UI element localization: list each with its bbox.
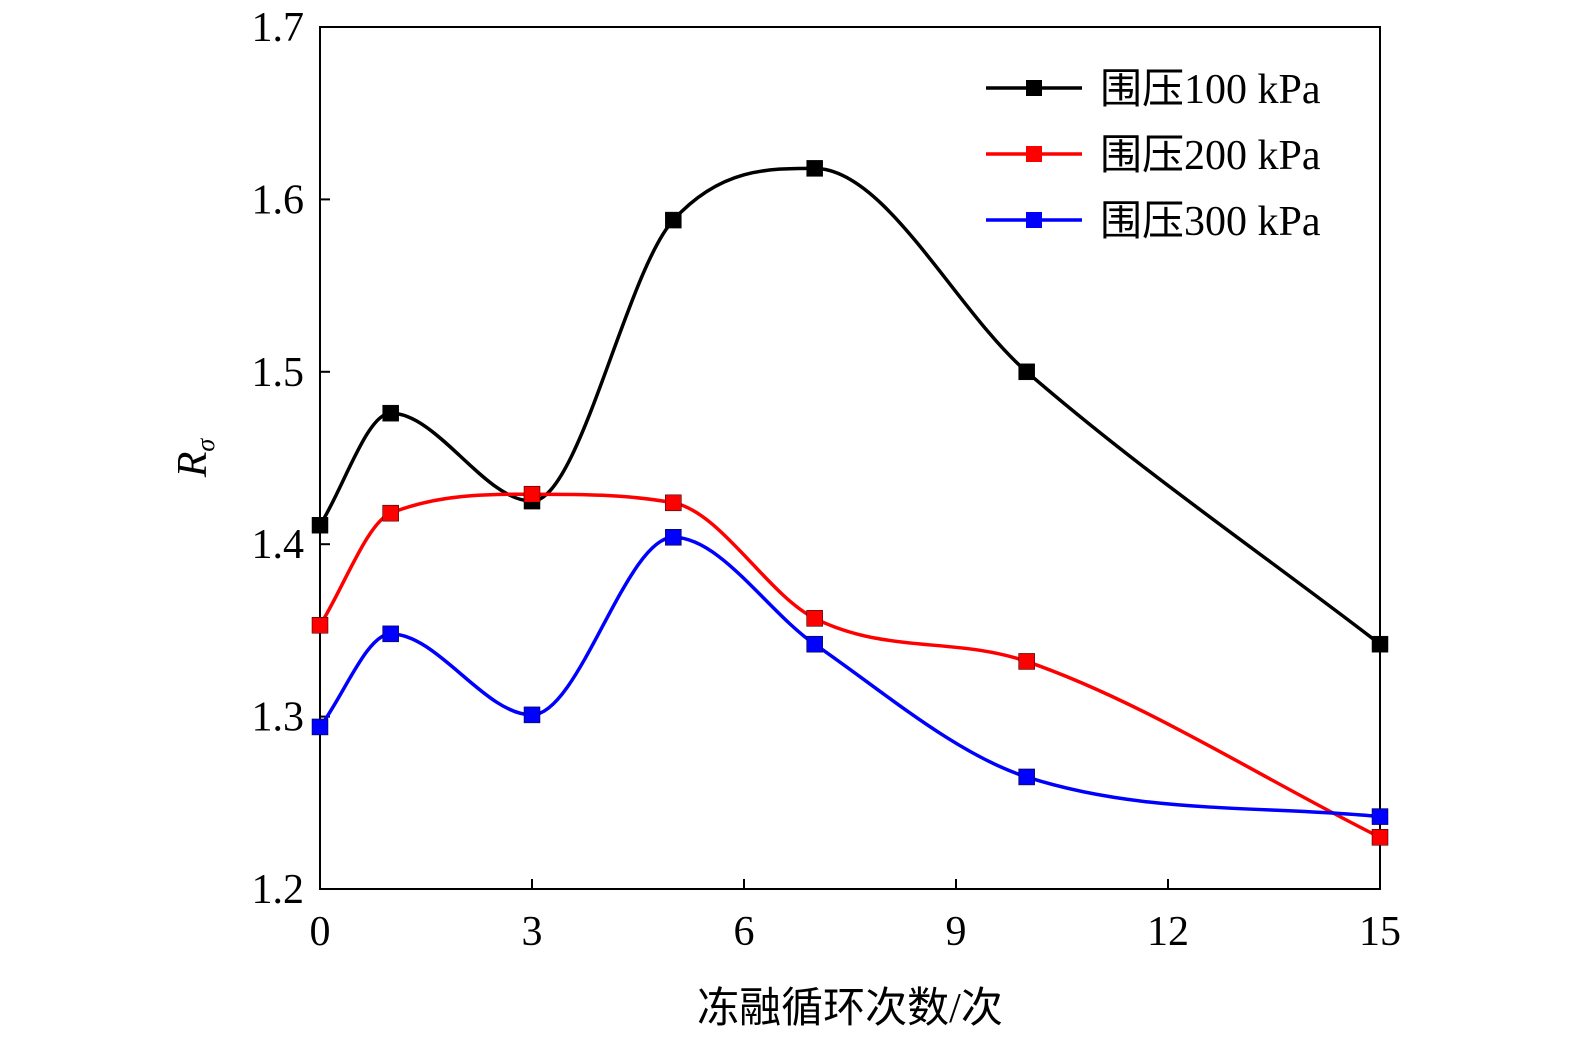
series-2: [311, 485, 1389, 846]
data-point: [1371, 635, 1389, 653]
legend-item: 围压300 kPa: [986, 199, 1321, 245]
series-line: [318, 492, 1381, 839]
x-axis-title: 冻融循环次数/次: [697, 985, 1003, 1032]
legend-label: 围压100 kPa: [1100, 67, 1321, 113]
data-point: [1018, 768, 1035, 786]
legend-item: 围压200 kPa: [986, 133, 1321, 179]
y-tick-label: 1.7: [252, 5, 305, 51]
x-tick-label: 6: [734, 909, 755, 955]
legend: 围压100 kPa 围压200 kPa 围压300 kPa: [986, 67, 1321, 245]
legend-label: 围压300 kPa: [1100, 199, 1321, 245]
x-tick-label: 9: [946, 909, 967, 955]
data-point: [311, 718, 329, 736]
y-axis-title: Rσ: [170, 438, 220, 479]
x-tick-label: 15: [1359, 909, 1401, 955]
series-layer: [311, 160, 1389, 846]
axes: 0 3 6 9 12 15 1.2 1.3 1.4 1.5 1.6 1.7: [252, 5, 1402, 955]
data-point: [1018, 653, 1035, 670]
data-point: [806, 635, 823, 653]
plot-frame: [319, 26, 1381, 890]
series-line: [318, 166, 1382, 646]
data-point: [806, 610, 823, 627]
x-tick-label: 0: [310, 909, 331, 955]
data-point: [382, 504, 399, 522]
data-point: [1018, 363, 1035, 381]
data-point: [1371, 808, 1389, 825]
data-point: [382, 404, 399, 422]
series-line: [318, 535, 1381, 819]
data-point: [665, 211, 682, 229]
legend-label: 围压200 kPa: [1100, 133, 1321, 179]
data-point: [311, 616, 329, 634]
data-point: [1371, 829, 1389, 846]
y-axis-title-subscript: σ: [191, 438, 220, 452]
data-point: [311, 516, 329, 534]
series-3: [311, 529, 1389, 825]
legend-marker: [1026, 80, 1042, 96]
data-point: [665, 529, 682, 546]
series-1: [311, 160, 1389, 653]
y-tick-label: 1.2: [252, 867, 305, 913]
legend-marker: [1026, 212, 1042, 228]
data-point: [382, 625, 399, 643]
y-tick-label: 1.6: [252, 177, 305, 223]
y-tick-label: 1.3: [252, 695, 305, 741]
data-point: [523, 706, 541, 724]
data-point: [523, 485, 541, 503]
legend-marker: [1026, 146, 1042, 162]
legend-item: 围压100 kPa: [986, 67, 1321, 113]
x-tick-label: 3: [522, 909, 543, 955]
y-axis-title-main: R: [170, 452, 216, 479]
data-point: [806, 160, 823, 177]
y-tick-label: 1.4: [252, 522, 305, 568]
data-point: [665, 494, 682, 512]
y-tick-label: 1.5: [252, 350, 305, 396]
x-tick-label: 12: [1147, 909, 1189, 955]
